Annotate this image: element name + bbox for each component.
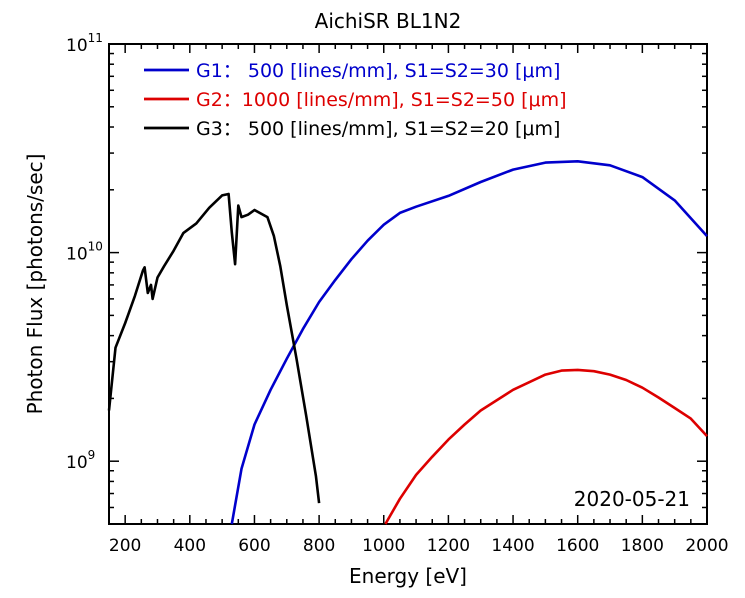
- legend: G1： 500 [lines/mm], S1=S2=30 [μm] G2：1000…: [144, 60, 567, 140]
- x-tick-label: 400: [174, 536, 206, 556]
- series-layer: [107, 160, 708, 525]
- legend-label-g1: G1： 500 [lines/mm], S1=S2=30 [μm]: [196, 60, 560, 82]
- x-axis-label: Energy [eV]: [349, 564, 467, 588]
- x-tick-label: 200: [109, 536, 141, 556]
- y-tick-label: 1011: [66, 31, 103, 56]
- date-annotation: 2020-05-21: [574, 487, 690, 511]
- x-tick-label: 1800: [621, 536, 664, 556]
- x-tick-label: 2000: [685, 536, 728, 556]
- x-tick-label: 1000: [362, 536, 405, 556]
- series-line-g2: [384, 368, 708, 525]
- legend-label-g2: G2：1000 [lines/mm], S1=S2=50 [μm]: [196, 89, 567, 111]
- x-tick-label: 1400: [491, 536, 534, 556]
- plot-frame: [108, 43, 708, 525]
- series-line-g1: [230, 160, 708, 525]
- chart-title: AichiSR BL1N2: [315, 9, 462, 33]
- series-line-g3: [107, 192, 321, 504]
- y-axis: 109 1010 1011: [66, 31, 707, 525]
- y-axis-label: Photon Flux [photons/sec]: [23, 154, 47, 415]
- y-tick-label: 1010: [66, 240, 103, 265]
- x-tick-label: 800: [303, 536, 335, 556]
- legend-label-g3: G3： 500 [lines/mm], S1=S2=20 [μm]: [196, 118, 560, 140]
- x-tick-label: 1600: [556, 536, 599, 556]
- y-tick-label: 109: [66, 448, 95, 473]
- x-tick-label: 1200: [427, 536, 470, 556]
- x-tick-label: 600: [238, 536, 270, 556]
- x-axis: 200 400 600 800 1000 1200 1400 1600 1800 2000: [108, 44, 729, 556]
